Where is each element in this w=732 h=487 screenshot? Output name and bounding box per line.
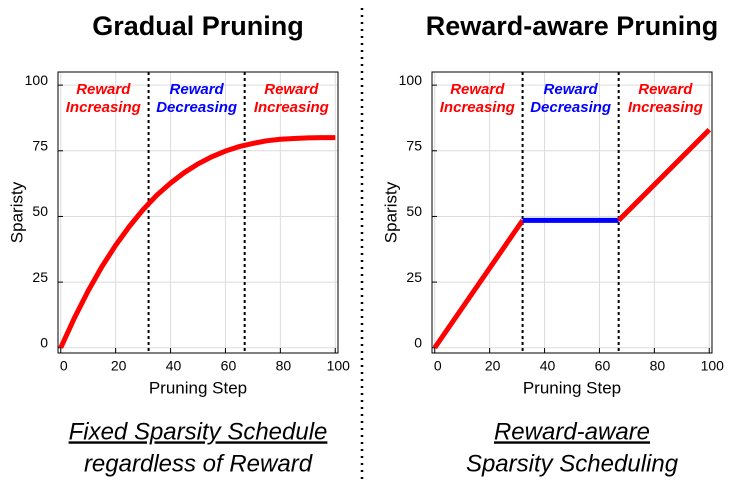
- y-tick-label: 75: [406, 137, 422, 153]
- x-tick-label: 20: [111, 358, 127, 374]
- y-tick-label: 75: [32, 137, 48, 153]
- caption: Reward-aware: [494, 418, 650, 445]
- region-annotation: Increasing: [254, 99, 329, 116]
- y-tick-label: 25: [32, 269, 48, 285]
- y-axis-label: Sparisty: [381, 181, 400, 243]
- caption: Sparsity Scheduling: [466, 450, 679, 477]
- y-tick-label: 0: [40, 334, 48, 350]
- y-tick-label: 100: [399, 72, 423, 88]
- region-annotation: Decreasing: [530, 99, 611, 116]
- caption: regardless of Reward: [84, 450, 313, 477]
- x-tick-label: 100: [701, 358, 725, 374]
- y-tick-label: 0: [414, 334, 422, 350]
- x-tick-label: 80: [276, 358, 292, 374]
- plot-frame: [431, 71, 713, 354]
- x-tick-label: 0: [434, 358, 442, 374]
- x-axis-label: Pruning Step: [149, 378, 247, 397]
- region-annotation: Reward: [450, 81, 505, 98]
- y-tick-label: 50: [32, 203, 48, 219]
- x-tick-label: 60: [595, 358, 611, 374]
- region-annotation: Increasing: [440, 99, 515, 116]
- region-annotation: Reward: [170, 81, 225, 98]
- data-line: [432, 218, 525, 350]
- data-line: [58, 135, 336, 349]
- x-tick-label: 0: [60, 358, 68, 374]
- x-tick-label: 80: [650, 358, 666, 374]
- x-axis-label: Pruning Step: [523, 378, 621, 397]
- y-tick-label: 25: [406, 269, 422, 285]
- region-annotation: Reward: [264, 81, 319, 98]
- x-tick-label: 60: [221, 358, 237, 374]
- region-annotation: Reward: [76, 81, 131, 98]
- chart-title: Gradual Pruning: [92, 11, 304, 41]
- region-annotation: Increasing: [66, 99, 141, 116]
- caption: Fixed Sparsity Schedule: [69, 418, 328, 445]
- region-annotation: Reward: [638, 81, 693, 98]
- x-tick-label: 40: [166, 358, 182, 374]
- region-annotation: Reward: [544, 81, 599, 98]
- y-tick-label: 50: [406, 203, 422, 219]
- chart-title: Reward-aware Pruning: [426, 11, 719, 41]
- plot-frame: [57, 71, 339, 354]
- data-line: [616, 128, 712, 223]
- region-annotation: Increasing: [628, 99, 703, 116]
- region-annotation: Decreasing: [156, 99, 237, 116]
- y-tick-label: 100: [25, 72, 49, 88]
- x-tick-label: 20: [485, 358, 501, 374]
- x-tick-label: 40: [540, 358, 556, 374]
- y-axis-label: Sparisty: [7, 181, 26, 243]
- x-tick-label: 100: [327, 358, 351, 374]
